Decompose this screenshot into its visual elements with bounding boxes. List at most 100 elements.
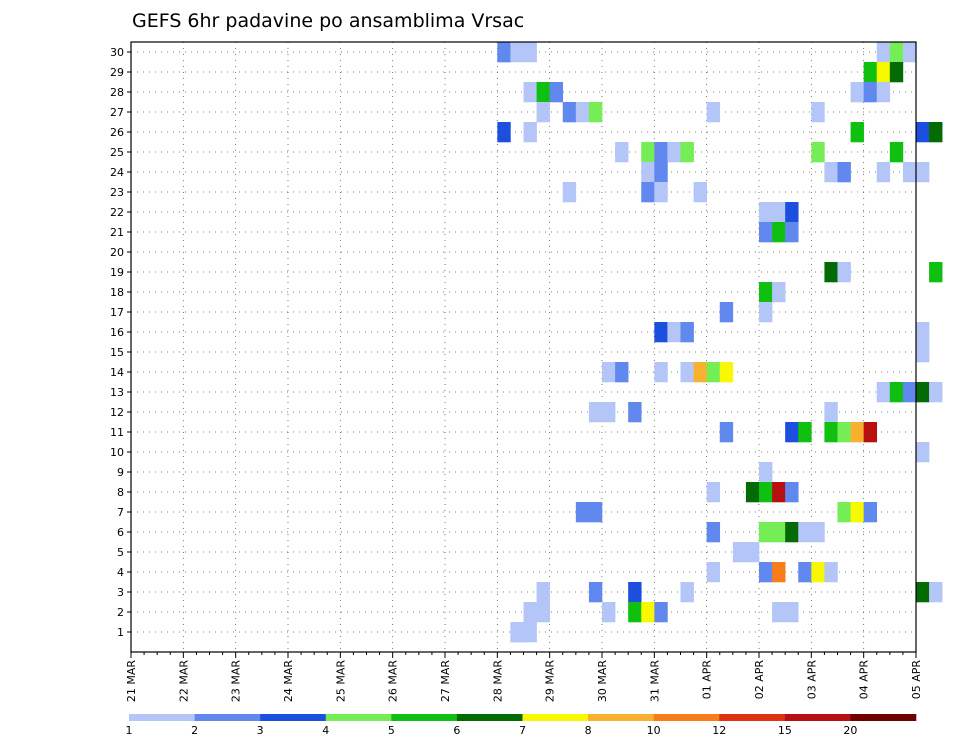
heatmap-cell (759, 282, 773, 303)
legend-label: 2 (191, 724, 198, 737)
heatmap-cell (785, 482, 799, 503)
heatmap-cell (785, 222, 799, 243)
heatmap-cell (916, 582, 930, 603)
y-tick-label: 26 (110, 126, 124, 139)
y-tick-label: 23 (110, 186, 124, 199)
heatmap-cell (772, 202, 786, 223)
heatmap-cell (759, 302, 773, 323)
x-tick-label: 29 MAR (544, 660, 557, 703)
heatmap-cell (850, 122, 864, 143)
legend-swatch (260, 714, 327, 721)
legend-label: 8 (585, 724, 592, 737)
heatmap-cell (719, 422, 734, 443)
heatmap-cell (916, 122, 930, 143)
y-tick-label: 17 (110, 306, 124, 319)
heatmap-cell (916, 442, 930, 463)
heatmap-cell (510, 42, 524, 63)
heatmap-cell (876, 162, 891, 183)
legend-label: 5 (388, 724, 395, 737)
heatmap-cell (772, 562, 786, 583)
legend-label: 6 (453, 724, 460, 737)
heatmap-cell (916, 162, 930, 183)
legend-swatch (194, 714, 261, 721)
heatmap-cell (588, 502, 603, 523)
x-tick-label: 04 APR (858, 660, 871, 700)
x-tick-label: 03 APR (805, 660, 818, 700)
heatmap-cell (523, 122, 537, 143)
heatmap-cell (785, 202, 799, 223)
legend-label: 20 (843, 724, 857, 737)
heatmap-cell (732, 542, 747, 563)
heatmap-cell (667, 322, 681, 343)
x-tick-label: 23 MAR (230, 660, 243, 703)
heatmap-cell (654, 142, 668, 163)
heatmap-cell (602, 602, 616, 623)
heatmap-cell (523, 622, 537, 643)
legend-swatch (325, 714, 392, 721)
heatmap-cell (824, 162, 838, 183)
heatmap-cell (706, 102, 721, 123)
heatmap-cell (876, 82, 891, 103)
heatmap-cell (798, 522, 812, 543)
heatmap-cell (536, 582, 550, 603)
heatmap-cell (523, 42, 537, 63)
heatmap-cell (824, 402, 838, 423)
heatmap-cell (510, 622, 524, 643)
chart-title: GEFS 6hr padavine po ansamblima Vrsac (132, 10, 524, 32)
heatmap-cell (641, 602, 655, 623)
heatmap-cell (916, 322, 930, 343)
heatmap-cell (772, 282, 786, 303)
heatmap-cell (889, 62, 904, 83)
legend-label: 4 (322, 724, 329, 737)
heatmap-cell (772, 602, 786, 623)
heatmap-cell (615, 142, 629, 163)
heatmap-cell (759, 482, 773, 503)
y-tick-label: 2 (117, 606, 124, 619)
heatmap-cell (811, 102, 825, 123)
heatmap-cell (876, 42, 891, 63)
heatmap-cell (641, 162, 655, 183)
heatmap-cell (759, 462, 773, 483)
heatmap-cell (745, 482, 760, 503)
heatmap-cell (654, 182, 668, 203)
y-tick-label: 8 (117, 486, 124, 499)
heatmap-cell (602, 402, 616, 423)
heatmap-cell (680, 362, 694, 383)
x-tick-label: 31 MAR (648, 660, 661, 703)
heatmap-cell (863, 422, 878, 443)
heatmap-cell (876, 62, 891, 83)
legend-label: 10 (647, 724, 661, 737)
heatmap-cell (759, 522, 773, 543)
heatmap-cell (575, 502, 590, 523)
heatmap-cell (837, 502, 851, 523)
heatmap-cell (850, 502, 864, 523)
heatmap-cell (602, 362, 616, 383)
heatmap-cell (811, 562, 825, 583)
y-tick-label: 24 (110, 166, 124, 179)
heatmap-cell (680, 322, 694, 343)
heatmap-cell (863, 62, 878, 83)
x-tick-label: 02 APR (753, 660, 766, 700)
heatmap-cell (706, 362, 721, 383)
y-tick-label: 10 (110, 446, 124, 459)
legend-label: 1 (126, 724, 133, 737)
legend-swatch (850, 714, 917, 721)
heatmap-cell (719, 362, 734, 383)
x-tick-label: 21 MAR (125, 660, 138, 703)
x-tick-label: 25 MAR (334, 660, 347, 703)
heatmap-cell (876, 382, 891, 403)
heatmap-cell (497, 42, 511, 63)
y-tick-label: 19 (110, 266, 124, 279)
data-cells (497, 42, 943, 643)
legend-label: 3 (257, 724, 264, 737)
heatmap-cell (916, 382, 930, 403)
heatmap-cell (562, 182, 577, 203)
y-tick-label: 28 (110, 86, 124, 99)
y-tick-label: 5 (117, 546, 124, 559)
y-tick-label: 27 (110, 106, 124, 119)
heatmap-cell (654, 602, 668, 623)
heatmap-cell (759, 222, 773, 243)
y-tick-label: 6 (117, 526, 124, 539)
x-tick-label: 28 MAR (491, 660, 504, 703)
heatmap-cell (889, 42, 904, 63)
